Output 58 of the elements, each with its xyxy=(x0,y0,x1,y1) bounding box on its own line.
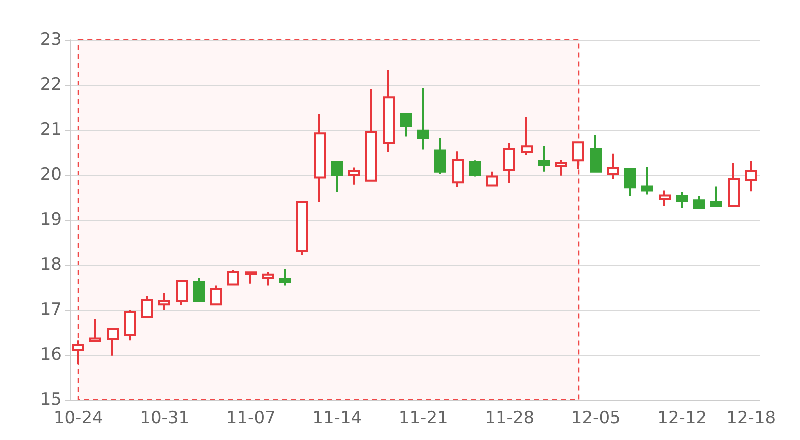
candlestick xyxy=(504,142,516,185)
candlestick xyxy=(90,318,102,342)
candlestick xyxy=(142,295,154,318)
x-tick-label: 11-14 xyxy=(312,408,362,428)
candlestick xyxy=(434,138,446,176)
y-tick-label: 15 xyxy=(40,390,62,410)
candlestick xyxy=(590,134,602,174)
candlestick xyxy=(124,309,136,342)
candlestick xyxy=(384,69,396,154)
candlestick xyxy=(194,278,206,302)
candlestick xyxy=(366,88,378,182)
candlestick xyxy=(348,166,360,186)
x-tick-label: 11-07 xyxy=(226,408,276,428)
candlestick xyxy=(710,186,722,208)
x-tick-label: 12-05 xyxy=(571,408,621,428)
candlestick xyxy=(486,170,498,188)
candlestick xyxy=(418,87,430,151)
x-tick-label: 11-28 xyxy=(485,408,535,428)
candlestick xyxy=(452,150,464,188)
x-tick-label: 10-31 xyxy=(140,408,190,428)
x-tick-label: 11-21 xyxy=(398,408,448,428)
candlestick xyxy=(210,284,222,306)
y-tick-label: 19 xyxy=(40,210,62,230)
candlestick xyxy=(470,160,482,178)
y-tick-label: 17 xyxy=(40,300,62,320)
x-tick-label: 10-24 xyxy=(54,408,104,428)
x-tick-label: 12-12 xyxy=(658,408,708,428)
candlestick xyxy=(676,192,688,210)
candlestick xyxy=(608,152,620,180)
candlestick xyxy=(400,113,412,138)
y-tick-label: 20 xyxy=(40,165,62,185)
candlestick xyxy=(556,159,568,177)
candlestick xyxy=(176,280,188,306)
candlestick xyxy=(642,166,654,196)
candlestick xyxy=(280,268,292,287)
x-tick-label: 12-18 xyxy=(726,408,776,428)
candlestick xyxy=(332,161,344,194)
y-tick-label: 18 xyxy=(40,255,62,275)
y-tick-label: 23 xyxy=(40,30,62,50)
y-tick-label: 21 xyxy=(40,120,62,140)
candlestick xyxy=(572,142,584,170)
candlestick xyxy=(522,116,534,156)
candlestick xyxy=(72,340,84,366)
candlestick xyxy=(538,145,550,173)
y-tick-label: 22 xyxy=(40,75,62,95)
candlestick xyxy=(108,328,120,357)
candlestick xyxy=(296,201,308,257)
candlestick xyxy=(624,168,636,198)
candlestick xyxy=(262,271,274,287)
candlestick xyxy=(660,190,672,208)
candlestick xyxy=(158,292,170,311)
candlestick xyxy=(314,113,326,204)
y-tick-label: 16 xyxy=(40,345,62,365)
candlestick xyxy=(694,195,706,210)
candlestick xyxy=(746,160,758,193)
candlestick xyxy=(728,162,740,208)
candlestick xyxy=(246,272,258,285)
candlestick xyxy=(228,268,240,286)
